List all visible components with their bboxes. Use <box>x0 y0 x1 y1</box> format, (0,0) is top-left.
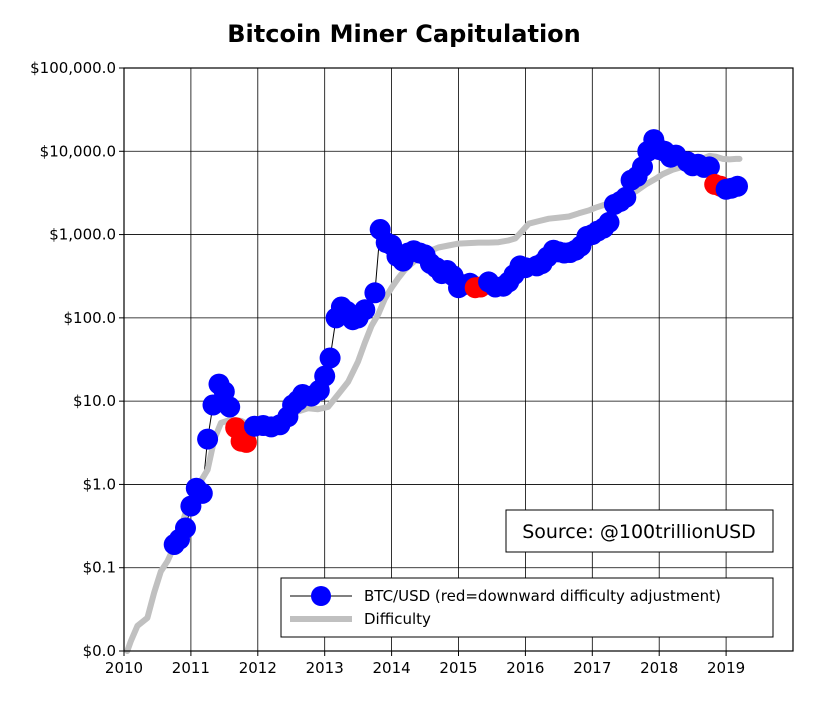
source-text: Source: @100trillionUSD <box>522 521 756 543</box>
chart-title: Bitcoin Miner Capitulation <box>227 20 581 48</box>
price-point <box>197 428 219 450</box>
legend-box <box>280 577 774 638</box>
x-tick-label: 2017 <box>573 659 611 677</box>
price-line-layer <box>173 138 738 545</box>
x-tick-label: 2016 <box>506 659 544 677</box>
legend: BTC/USD (red=downward difficulty adjustm… <box>280 577 774 638</box>
price-point <box>191 482 213 504</box>
legend-label-difficulty: Difficulty <box>364 610 431 628</box>
axes: 2010 2011 2012 2013 2014 2015 2016 2017 2018 2019… <box>30 59 745 677</box>
source-annotation: Source: @100trillionUSD <box>505 509 774 553</box>
price-series <box>163 129 748 555</box>
price-point-downward-adjustment <box>235 431 257 453</box>
x-tick-label: 2013 <box>306 659 344 677</box>
x-tick-label: 2019 <box>707 659 745 677</box>
price-point <box>219 396 241 418</box>
x-tick-label: 2010 <box>105 659 143 677</box>
y-tick-label: $100,000.0 <box>30 59 116 77</box>
legend-label-price: BTC/USD (red=downward difficulty adjustm… <box>364 587 721 605</box>
price-point <box>314 365 336 387</box>
price-point <box>598 211 620 233</box>
y-tick-label: $10,000.0 <box>40 142 116 160</box>
price-connector-line <box>173 138 738 545</box>
x-tick-label: 2012 <box>239 659 277 677</box>
x-tick-label: 2018 <box>640 659 678 677</box>
price-point <box>175 517 196 539</box>
price-point <box>354 299 376 321</box>
y-tick-label: $10.0 <box>73 392 116 410</box>
y-tick-label: $0.0 <box>83 642 116 660</box>
y-tick-label: $1.0 <box>83 475 116 493</box>
y-tick-label: $1,000.0 <box>49 226 116 244</box>
y-tick-label: $100.0 <box>64 309 117 327</box>
price-point <box>319 347 341 369</box>
price-point <box>727 175 748 197</box>
legend-price-marker <box>311 586 331 606</box>
y-tick-label: $0.1 <box>83 559 116 577</box>
price-point <box>364 282 386 304</box>
x-tick-label: 2014 <box>373 659 411 677</box>
price-point <box>615 186 637 208</box>
price-point <box>698 156 720 178</box>
x-tick-label: 2011 <box>172 659 210 677</box>
plot-frame <box>123 67 794 652</box>
x-tick-label: 2015 <box>439 659 477 677</box>
source-box <box>505 509 774 553</box>
